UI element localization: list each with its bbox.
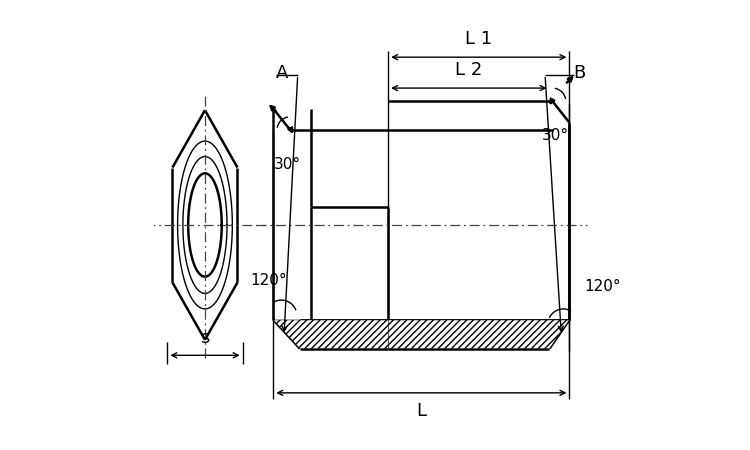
Text: 30°: 30° [542,128,568,143]
Text: s: s [200,328,210,346]
Text: L 2: L 2 [455,61,482,79]
Polygon shape [388,320,569,349]
Text: 30°: 30° [274,157,301,171]
Text: 120°: 120° [585,279,622,294]
Text: A: A [276,63,288,81]
Polygon shape [274,320,388,349]
Text: B: B [574,63,586,81]
Text: 120°: 120° [251,273,287,288]
Text: L: L [416,402,426,420]
Text: L 1: L 1 [465,30,492,48]
